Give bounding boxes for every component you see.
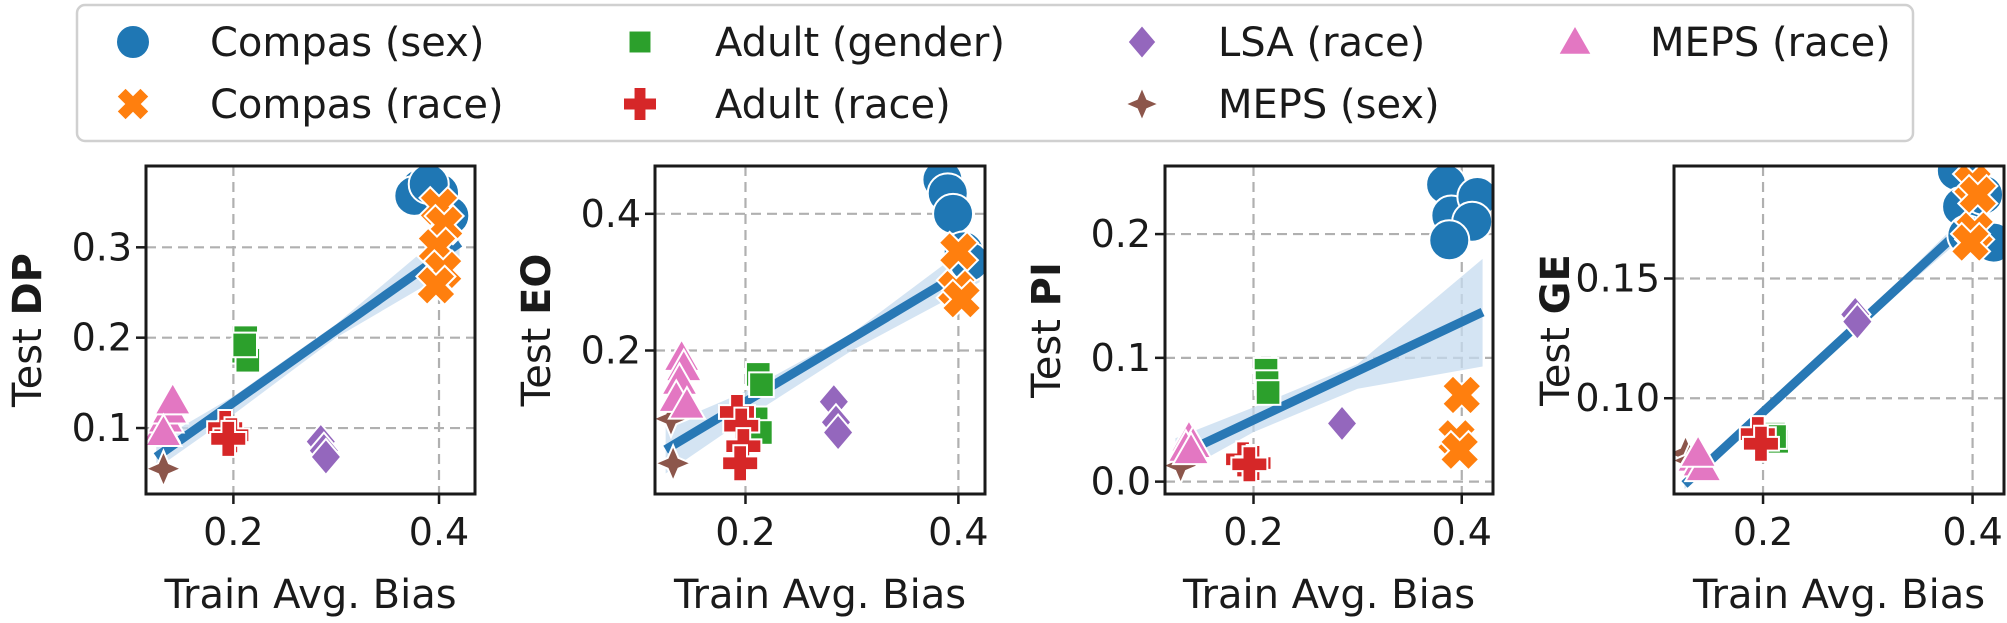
legend-entry-meps-race: MEPS (race) [1556,20,1891,66]
point-meps-race [667,385,707,420]
y-tick-label: 0.2 [72,316,132,360]
point-lsa-race [1840,302,1874,342]
y-axis-label-metric: DP [5,253,51,316]
legend-entry-compas-race: Compas (race) [114,82,504,128]
y-tick-label: 0.4 [581,192,641,236]
legend-frame [75,3,1915,143]
point-meps-sex [655,442,694,484]
point-meps-race [146,412,184,448]
circle-marker-icon [115,24,151,60]
x-axis-label: Train Avg. Bias [163,572,456,618]
confidence-band [1175,258,1483,476]
y-axis-label-prefix: Test [1024,306,1070,398]
legend-entry-adult-gender: Adult (gender) [627,20,1005,66]
y-axis-label-prefix: Test [1533,314,1579,406]
y-axis-label-metric: PI [1024,262,1070,306]
point-compas-race [940,278,983,321]
regression-line [1173,307,1485,461]
x-tick-label: 0.4 [928,510,988,554]
axes-frame [144,164,477,496]
x-tick-label: 0.2 [1733,510,1793,554]
legend-label: Compas (sex) [210,20,484,66]
y-axis-label: Test GE [1533,254,1579,407]
axes-frame [653,164,987,496]
point-meps-race [1678,433,1718,468]
point-adult-race [721,444,760,483]
point-lsa-race [1325,403,1359,443]
y-axis-label: Test DP [5,253,51,408]
point-adult-gender [1254,379,1282,406]
y-axis-label: Test PI [1024,262,1070,399]
axes-frame [1672,164,2006,496]
point-lsa-race [821,412,855,453]
legend-label: Adult (gender) [715,20,1005,66]
legend-entry-lsa-race: LSA (race) [1126,20,1425,66]
x-tick-label: 0.4 [1942,510,2002,554]
legend-entry-adult-race: Adult (race) [622,82,951,128]
axes-frame [1163,164,1495,496]
y-axis-label-prefix: Test [514,315,560,407]
legend-entry-compas-sex: Compas (sex) [115,20,484,66]
diamond-marker-icon [1126,23,1158,61]
y-tick-label: 0.2 [581,329,641,373]
y-axis-label-metric: EO [514,254,560,315]
x-tick-label: 0.4 [409,510,469,554]
y-tick-label: 0.15 [1575,257,1660,301]
point-adult-gender [231,331,258,359]
x-axis-label: Train Avg. Bias [1692,572,1985,618]
point-compas-race [415,264,457,307]
point-adult-race [1230,445,1269,484]
x-tick-label: 0.2 [1223,510,1283,554]
legend-label: LSA (race) [1218,20,1425,66]
x-tick-label: 0.4 [1432,510,1492,554]
y-axis-label-prefix: Test [5,316,51,408]
legend-label: Compas (race) [210,82,504,128]
point-lsa-race [309,437,343,477]
point-compas-race [1438,429,1481,472]
panel-dp: 0.2 0.4 0.1 0.2 0.3 Train Avg. Bias Test DP [5,164,477,618]
square-marker-icon [627,29,653,55]
point-adult-gender [748,371,775,398]
x-marker-icon [114,85,152,123]
point-meps-race [1171,430,1211,466]
point-compas-race [1440,374,1483,416]
legend: Compas (sex) Compas (race) Adult (gender) A… [75,3,1915,143]
y-tick-label: 0.0 [1091,460,1151,504]
point-compas-race [1949,221,1992,264]
point-adult-race [1741,424,1780,463]
y-tick-label: 0.10 [1575,376,1660,420]
point-compas-sex [932,192,975,235]
point-meps-sex [146,448,185,490]
point-adult-race [209,419,248,458]
y-axis-label: Test EO [514,254,560,408]
panel-eo: 0.2 0.4 0.2 0.4 Train Avg. Bias Test EO [514,164,989,618]
y-tick-label: 0.2 [1091,212,1151,256]
star4-marker-icon [1122,84,1162,124]
legend-label: Adult (race) [715,82,951,128]
y-tick-label: 0.3 [72,225,132,269]
regression-line [153,239,463,461]
legend-entry-meps-sex: MEPS (sex) [1122,82,1440,128]
x-axis-label: Train Avg. Bias [1182,572,1475,618]
legend-label: MEPS (sex) [1218,82,1440,128]
x-tick-label: 0.2 [715,510,775,554]
panel-ge: 0.2 0.4 0.10 0.15 Train Avg. Bias Test GE [1533,164,2006,618]
panel-pi: 0.2 0.4 0.0 0.1 0.2 Train Avg. Bias Test PI [1024,164,1495,618]
y-tick-label: 0.1 [1091,336,1151,380]
plus-marker-icon [622,86,658,122]
point-meps-race [153,380,193,416]
x-axis-label: Train Avg. Bias [673,572,966,618]
x-tick-label: 0.2 [203,510,263,554]
y-axis-label-metric: GE [1533,254,1579,314]
regression-line [1681,196,1997,488]
y-tick-label: 0.1 [72,406,132,450]
legend-label: MEPS (race) [1650,20,1891,66]
triangle-marker-icon [1556,22,1594,56]
point-compas-sex [1428,219,1471,262]
